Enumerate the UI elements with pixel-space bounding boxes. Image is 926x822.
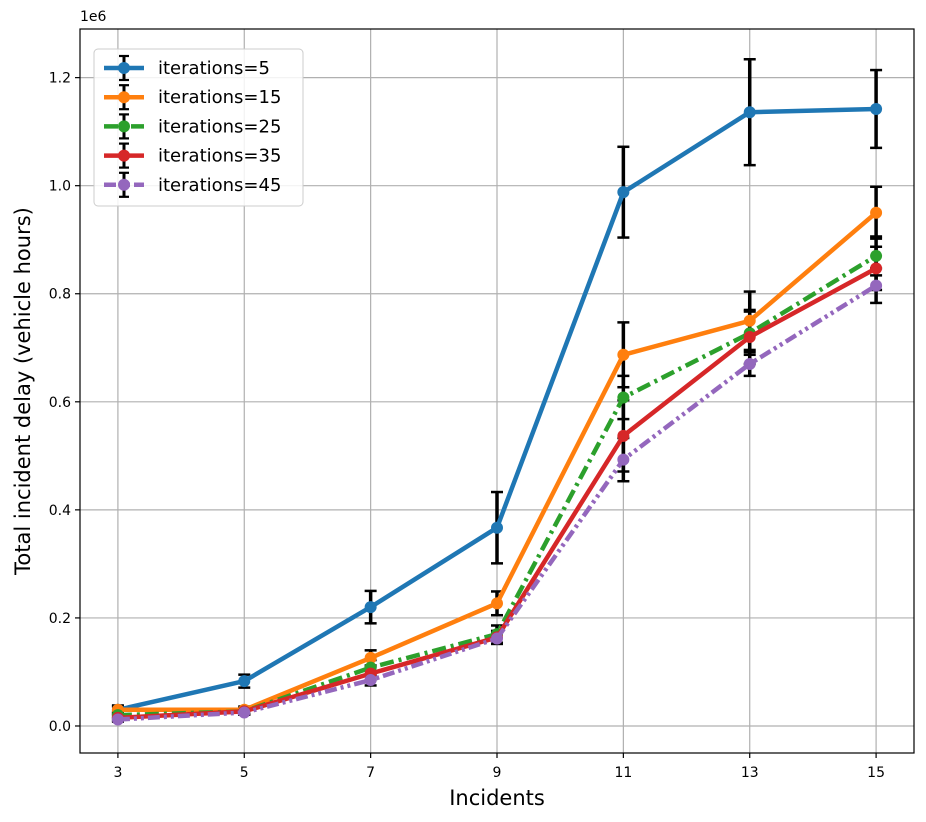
- data-point: [491, 597, 503, 610]
- legend-box: [93, 48, 304, 207]
- y-tick-label: 0.2: [49, 611, 71, 627]
- legend-marker: [118, 91, 130, 104]
- y-axis-ticks: 0.0 0.2 0.4 0.6 0.8 1.0 1.2: [49, 71, 80, 735]
- data-point: [870, 262, 883, 275]
- y-tick-label: 0.0: [49, 719, 71, 735]
- series-iterations-5: [111, 102, 883, 716]
- legend-marker: [118, 62, 130, 74]
- data-point: [238, 706, 251, 719]
- data-point: [743, 314, 756, 327]
- x-tick-label: 7: [366, 765, 375, 781]
- x-tick-label: 3: [113, 765, 122, 781]
- data-point: [743, 357, 756, 370]
- legend-label: iterations=15: [158, 87, 281, 108]
- legend-entry: iterations=25: [104, 113, 281, 140]
- legend-label: iterations=35: [158, 146, 281, 167]
- data-point: [743, 106, 756, 119]
- legend-marker: [118, 120, 130, 133]
- legend: iterations=5 iterations=15 iterations=25 it…: [93, 48, 304, 207]
- y-axis-offset-text: 1e6: [80, 9, 107, 25]
- data-point: [111, 713, 124, 726]
- x-axis-ticks: 3 5 7 9 11 13 15: [113, 753, 885, 781]
- legend-label: iterations=45: [158, 175, 281, 196]
- data-point: [364, 651, 377, 664]
- data-point: [870, 102, 883, 115]
- legend-entry: iterations=5: [104, 54, 270, 82]
- data-point: [364, 674, 377, 687]
- data-point: [743, 330, 756, 343]
- legend-entry: iterations=15: [104, 84, 281, 111]
- data-point: [870, 249, 883, 262]
- data-point: [617, 453, 630, 466]
- legend-marker: [118, 178, 130, 191]
- legend-entry: iterations=35: [104, 142, 281, 169]
- legend-entry: iterations=45: [104, 171, 281, 198]
- y-tick-label: 1.0: [49, 179, 71, 195]
- x-tick-label: 5: [240, 765, 249, 781]
- x-axis-label: Incidents: [449, 786, 545, 810]
- legend-marker: [118, 149, 130, 162]
- x-tick-label: 15: [867, 765, 885, 781]
- data-point: [238, 675, 251, 688]
- legend-label: iterations=25: [158, 116, 281, 137]
- data-point: [617, 348, 630, 361]
- data-point: [617, 429, 630, 442]
- y-tick-label: 0.8: [49, 287, 71, 303]
- data-point: [617, 391, 630, 404]
- data-point: [491, 521, 503, 534]
- legend-label: iterations=5: [158, 58, 270, 79]
- x-tick-label: 11: [614, 765, 632, 781]
- data-series: [111, 102, 883, 726]
- data-point: [870, 279, 883, 292]
- data-point: [491, 632, 503, 645]
- y-tick-label: 1.2: [49, 71, 71, 87]
- x-tick-label: 13: [741, 765, 759, 781]
- data-point: [617, 186, 630, 199]
- x-tick-label: 9: [493, 765, 502, 781]
- y-tick-label: 0.6: [49, 395, 71, 411]
- series-iterations-45: [111, 279, 883, 726]
- data-point: [870, 206, 883, 219]
- data-point: [364, 601, 377, 614]
- y-tick-label: 0.4: [49, 503, 71, 519]
- y-axis-label: Total incident delay (vehicle hours): [11, 207, 35, 576]
